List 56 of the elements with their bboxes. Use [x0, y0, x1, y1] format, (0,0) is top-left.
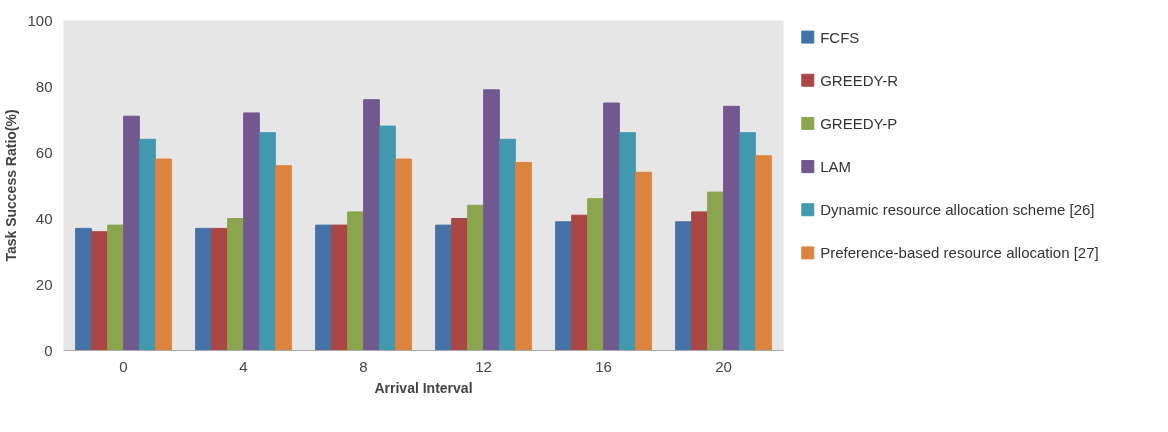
legend-label: FCFS: [820, 28, 860, 46]
bar: [467, 204, 484, 351]
bar: [675, 221, 692, 351]
bar: [331, 224, 348, 351]
bar: [395, 158, 412, 351]
x-axis-title: Arrival Interval: [374, 379, 473, 396]
bar: [603, 102, 620, 351]
y-tick-label: 40: [35, 209, 53, 227]
legend-label: Preference-based resource allocation [27]: [820, 244, 1099, 262]
bar: [139, 138, 156, 351]
bar: [451, 218, 468, 351]
bar: [723, 105, 740, 351]
legend-label: GREEDY-P: [820, 114, 898, 132]
x-tick-label: 16: [595, 357, 612, 375]
bar: [755, 155, 772, 351]
bar: [107, 224, 124, 351]
bar: [587, 198, 604, 351]
bar: [259, 132, 276, 351]
x-tick-label: 8: [359, 357, 368, 375]
bar: [499, 138, 516, 351]
bar: [275, 165, 292, 351]
bar: [483, 89, 500, 351]
bar: [347, 211, 364, 351]
legend-label: Dynamic resource allocation scheme [26]: [820, 201, 1095, 219]
bar: [739, 132, 756, 351]
bar: [619, 132, 636, 351]
x-tick-label: 0: [119, 357, 128, 375]
bar: [571, 214, 588, 351]
bar: [515, 161, 532, 351]
bar: [195, 227, 212, 351]
bar: [155, 158, 172, 351]
legend-label: LAM: [820, 158, 852, 176]
y-tick-label: 20: [35, 275, 53, 293]
bar: [91, 231, 108, 351]
y-tick-label: 80: [35, 77, 53, 95]
bar: [315, 224, 332, 351]
legend-label: GREEDY-R: [820, 71, 899, 89]
bar: [635, 171, 652, 351]
x-tick-label: 4: [239, 357, 248, 375]
bar: [379, 125, 396, 351]
y-tick-label: 0: [44, 341, 53, 359]
y-axis-title: Task Success Ratio(%): [3, 109, 20, 262]
bar: [435, 224, 452, 351]
bar: [691, 211, 708, 351]
bar: [75, 227, 92, 351]
bar: [211, 227, 228, 351]
bar: [227, 218, 244, 351]
x-tick-label: 20: [715, 357, 732, 375]
bar: [363, 99, 380, 351]
y-tick-label: 60: [35, 143, 53, 161]
bar: [555, 221, 572, 351]
y-tick-label: 100: [27, 11, 53, 29]
bar: [707, 191, 724, 351]
bar: [123, 115, 140, 351]
bar: [243, 112, 260, 351]
x-tick-label: 12: [475, 357, 492, 375]
